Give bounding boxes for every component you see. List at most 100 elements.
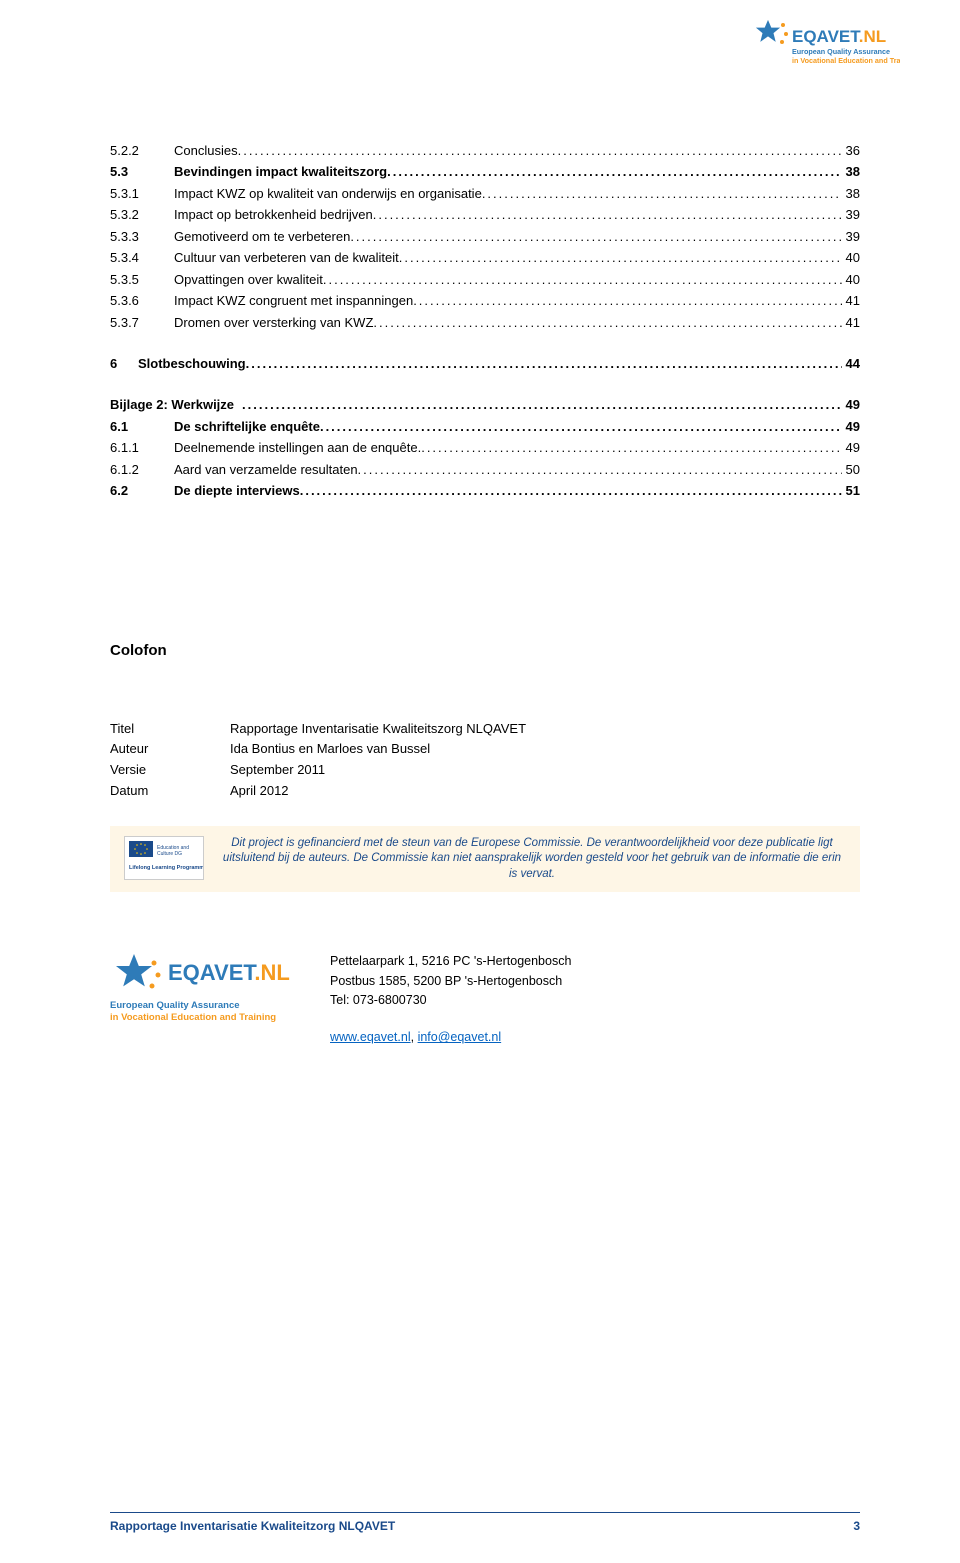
toc-page: 38 — [842, 161, 860, 182]
toc-title: Impact op betrokkenheid bedrijven — [174, 204, 373, 225]
footer-page-number: 3 — [853, 1519, 860, 1533]
toc-number: 5.3.6 — [110, 290, 174, 311]
toc-title: Conclusies — [174, 140, 238, 161]
eu-programme-logo: Education and Culture DG Lifelong Learni… — [124, 836, 204, 880]
toc-leader-dots — [387, 161, 841, 182]
colofon-row: DatumApril 2012 — [110, 781, 860, 802]
toc-entry: 5.3.6Impact KWZ congruent met inspanning… — [110, 290, 860, 311]
toc-entry: 6.1.1Deelnemende instellingen aan de enq… — [110, 437, 860, 458]
header-logo: EQAVET.NL European Quality Assurance in … — [750, 20, 900, 80]
toc-page: 40 — [842, 247, 860, 268]
toc-number: 5.3 — [110, 161, 174, 182]
contact-website-link[interactable]: www.eqavet.nl — [330, 1030, 411, 1044]
toc-page: 44 — [842, 353, 860, 374]
toc-page: 36 — [842, 140, 860, 161]
toc-number: 5.3.7 — [110, 312, 174, 333]
toc-title: Deelnemende instellingen aan de enquête. — [174, 437, 421, 458]
colofon-table: TitelRapportage Inventarisatie Kwaliteit… — [110, 719, 860, 802]
colofon-label: Auteur — [110, 739, 230, 760]
contact-email-link[interactable]: info@eqavet.nl — [418, 1030, 502, 1044]
toc-page: 38 — [842, 183, 860, 204]
colofon-value: September 2011 — [230, 760, 325, 781]
toc-entry: 6.2De diepte interviews51 — [110, 480, 860, 501]
toc-title: Opvattingen over kwaliteit — [174, 269, 323, 290]
contact-block: EQAVET.NL European Quality Assurance in … — [110, 952, 860, 1048]
toc-entry: 6Slotbeschouwing 44 — [110, 353, 860, 374]
toc-page: 51 — [842, 480, 860, 501]
toc-title: Impact KWZ op kwaliteit van onderwijs en… — [174, 183, 482, 204]
toc-leader-dots — [300, 480, 842, 501]
toc-leader-dots — [350, 226, 841, 247]
svg-text:Culture DG: Culture DG — [157, 851, 182, 857]
logo-tagline2: in Vocational Education and Training — [792, 56, 900, 65]
contact-address-2: Postbus 1585, 5200 BP 's-Hertogenbosch — [330, 972, 571, 991]
toc-number: 5.3.1 — [110, 183, 174, 204]
colofon-value: Rapportage Inventarisatie Kwaliteitszorg… — [230, 719, 526, 740]
toc-leader-dots — [421, 437, 841, 458]
toc-number: 6.1.2 — [110, 459, 174, 480]
toc-page: 49 — [842, 394, 860, 415]
toc-leader-dots — [246, 353, 842, 374]
toc-entry: 5.3Bevindingen impact kwaliteitszorg 38 — [110, 161, 860, 182]
colofon-row: VersieSeptember 2011 — [110, 760, 860, 781]
colofon-value: April 2012 — [230, 781, 289, 802]
toc-title: Gemotiveerd om te verbeteren — [174, 226, 350, 247]
toc-title: Slotbeschouwing — [138, 353, 246, 374]
svg-text:EQAVET.NL: EQAVET.NL — [792, 27, 886, 46]
toc-entry: Bijlage 2: Werkwijze 49 — [110, 394, 860, 415]
toc-entry: 5.3.4Cultuur van verbeteren van de kwali… — [110, 247, 860, 268]
toc-page: 39 — [842, 226, 860, 247]
contact-logo: EQAVET.NL European Quality Assurance in … — [110, 952, 300, 1037]
toc-leader-dots — [373, 312, 841, 333]
toc-title: De schriftelijke enquête — [174, 416, 320, 437]
logo-tagline1: European Quality Assurance — [792, 47, 890, 56]
colofon-value: Ida Bontius en Marloes van Bussel — [230, 739, 430, 760]
toc-leader-dots — [320, 416, 842, 437]
toc-page: 41 — [842, 290, 860, 311]
toc-number: 5.3.3 — [110, 226, 174, 247]
colofon-heading: Colofon — [110, 642, 860, 659]
toc-leader-dots — [413, 290, 841, 311]
toc-number: Bijlage 2: Werkwijze — [110, 394, 242, 415]
toc-title: Impact KWZ congruent met inspanningen — [174, 290, 413, 311]
colofon-label: Titel — [110, 719, 230, 740]
toc-number: 5.3.4 — [110, 247, 174, 268]
toc-entry: 6.1.2Aard van verzamelde resultaten50 — [110, 459, 860, 480]
page-footer: Rapportage Inventarisatie Kwaliteitzorg … — [110, 1512, 860, 1533]
toc-leader-dots — [373, 204, 842, 225]
eqavet-logo-icon: EQAVET.NL European Quality Assurance in … — [750, 20, 900, 75]
toc-entry: 5.3.3Gemotiveerd om te verbeteren 39 — [110, 226, 860, 247]
svg-text:EQAVET.NL: EQAVET.NL — [168, 960, 290, 985]
toc-entry: 5.3.1Impact KWZ op kwaliteit van onderwi… — [110, 183, 860, 204]
toc-number: 6.1.1 — [110, 437, 174, 458]
toc-entry: 5.3.5Opvattingen over kwaliteit40 — [110, 269, 860, 290]
contact-text: Pettelaarpark 1, 5216 PC 's-Hertogenbosc… — [330, 952, 571, 1048]
colofon-row: AuteurIda Bontius en Marloes van Bussel — [110, 739, 860, 760]
toc-page: 39 — [842, 204, 860, 225]
svg-text:European Quality Assurance: European Quality Assurance — [110, 1000, 240, 1011]
svg-text:in Vocational Education and Tr: in Vocational Education and Training — [110, 1012, 276, 1023]
toc-number: 6 — [110, 353, 138, 374]
toc-page: 41 — [842, 312, 860, 333]
disclaimer-text: Dit project is gefinancierd met de steun… — [218, 836, 846, 883]
contact-sep: , — [411, 1030, 418, 1044]
logo-brand-orange: .NL — [859, 27, 886, 46]
logo-brand-blue: EQAVET — [792, 27, 861, 46]
toc-title: Bevindingen impact kwaliteitszorg — [174, 161, 387, 182]
footer-title: Rapportage Inventarisatie Kwaliteitzorg … — [110, 1519, 395, 1533]
colofon-label: Versie — [110, 760, 230, 781]
toc-number: 6.1 — [110, 416, 174, 437]
toc-number: 5.3.2 — [110, 204, 174, 225]
toc-leader-dots — [358, 459, 842, 480]
toc-leader-dots — [482, 183, 842, 204]
toc-title: Dromen over versterking van KWZ — [174, 312, 373, 333]
toc-number: 6.2 — [110, 480, 174, 501]
toc-leader-dots — [238, 140, 842, 161]
colofon-label: Datum — [110, 781, 230, 802]
toc-leader-dots — [242, 394, 842, 415]
toc-page: 40 — [842, 269, 860, 290]
toc-leader-dots — [399, 247, 842, 268]
disclaimer-box: Education and Culture DG Lifelong Learni… — [110, 826, 860, 893]
toc-number: 5.2.2 — [110, 140, 174, 161]
contact-address-1: Pettelaarpark 1, 5216 PC 's-Hertogenbosc… — [330, 952, 571, 971]
